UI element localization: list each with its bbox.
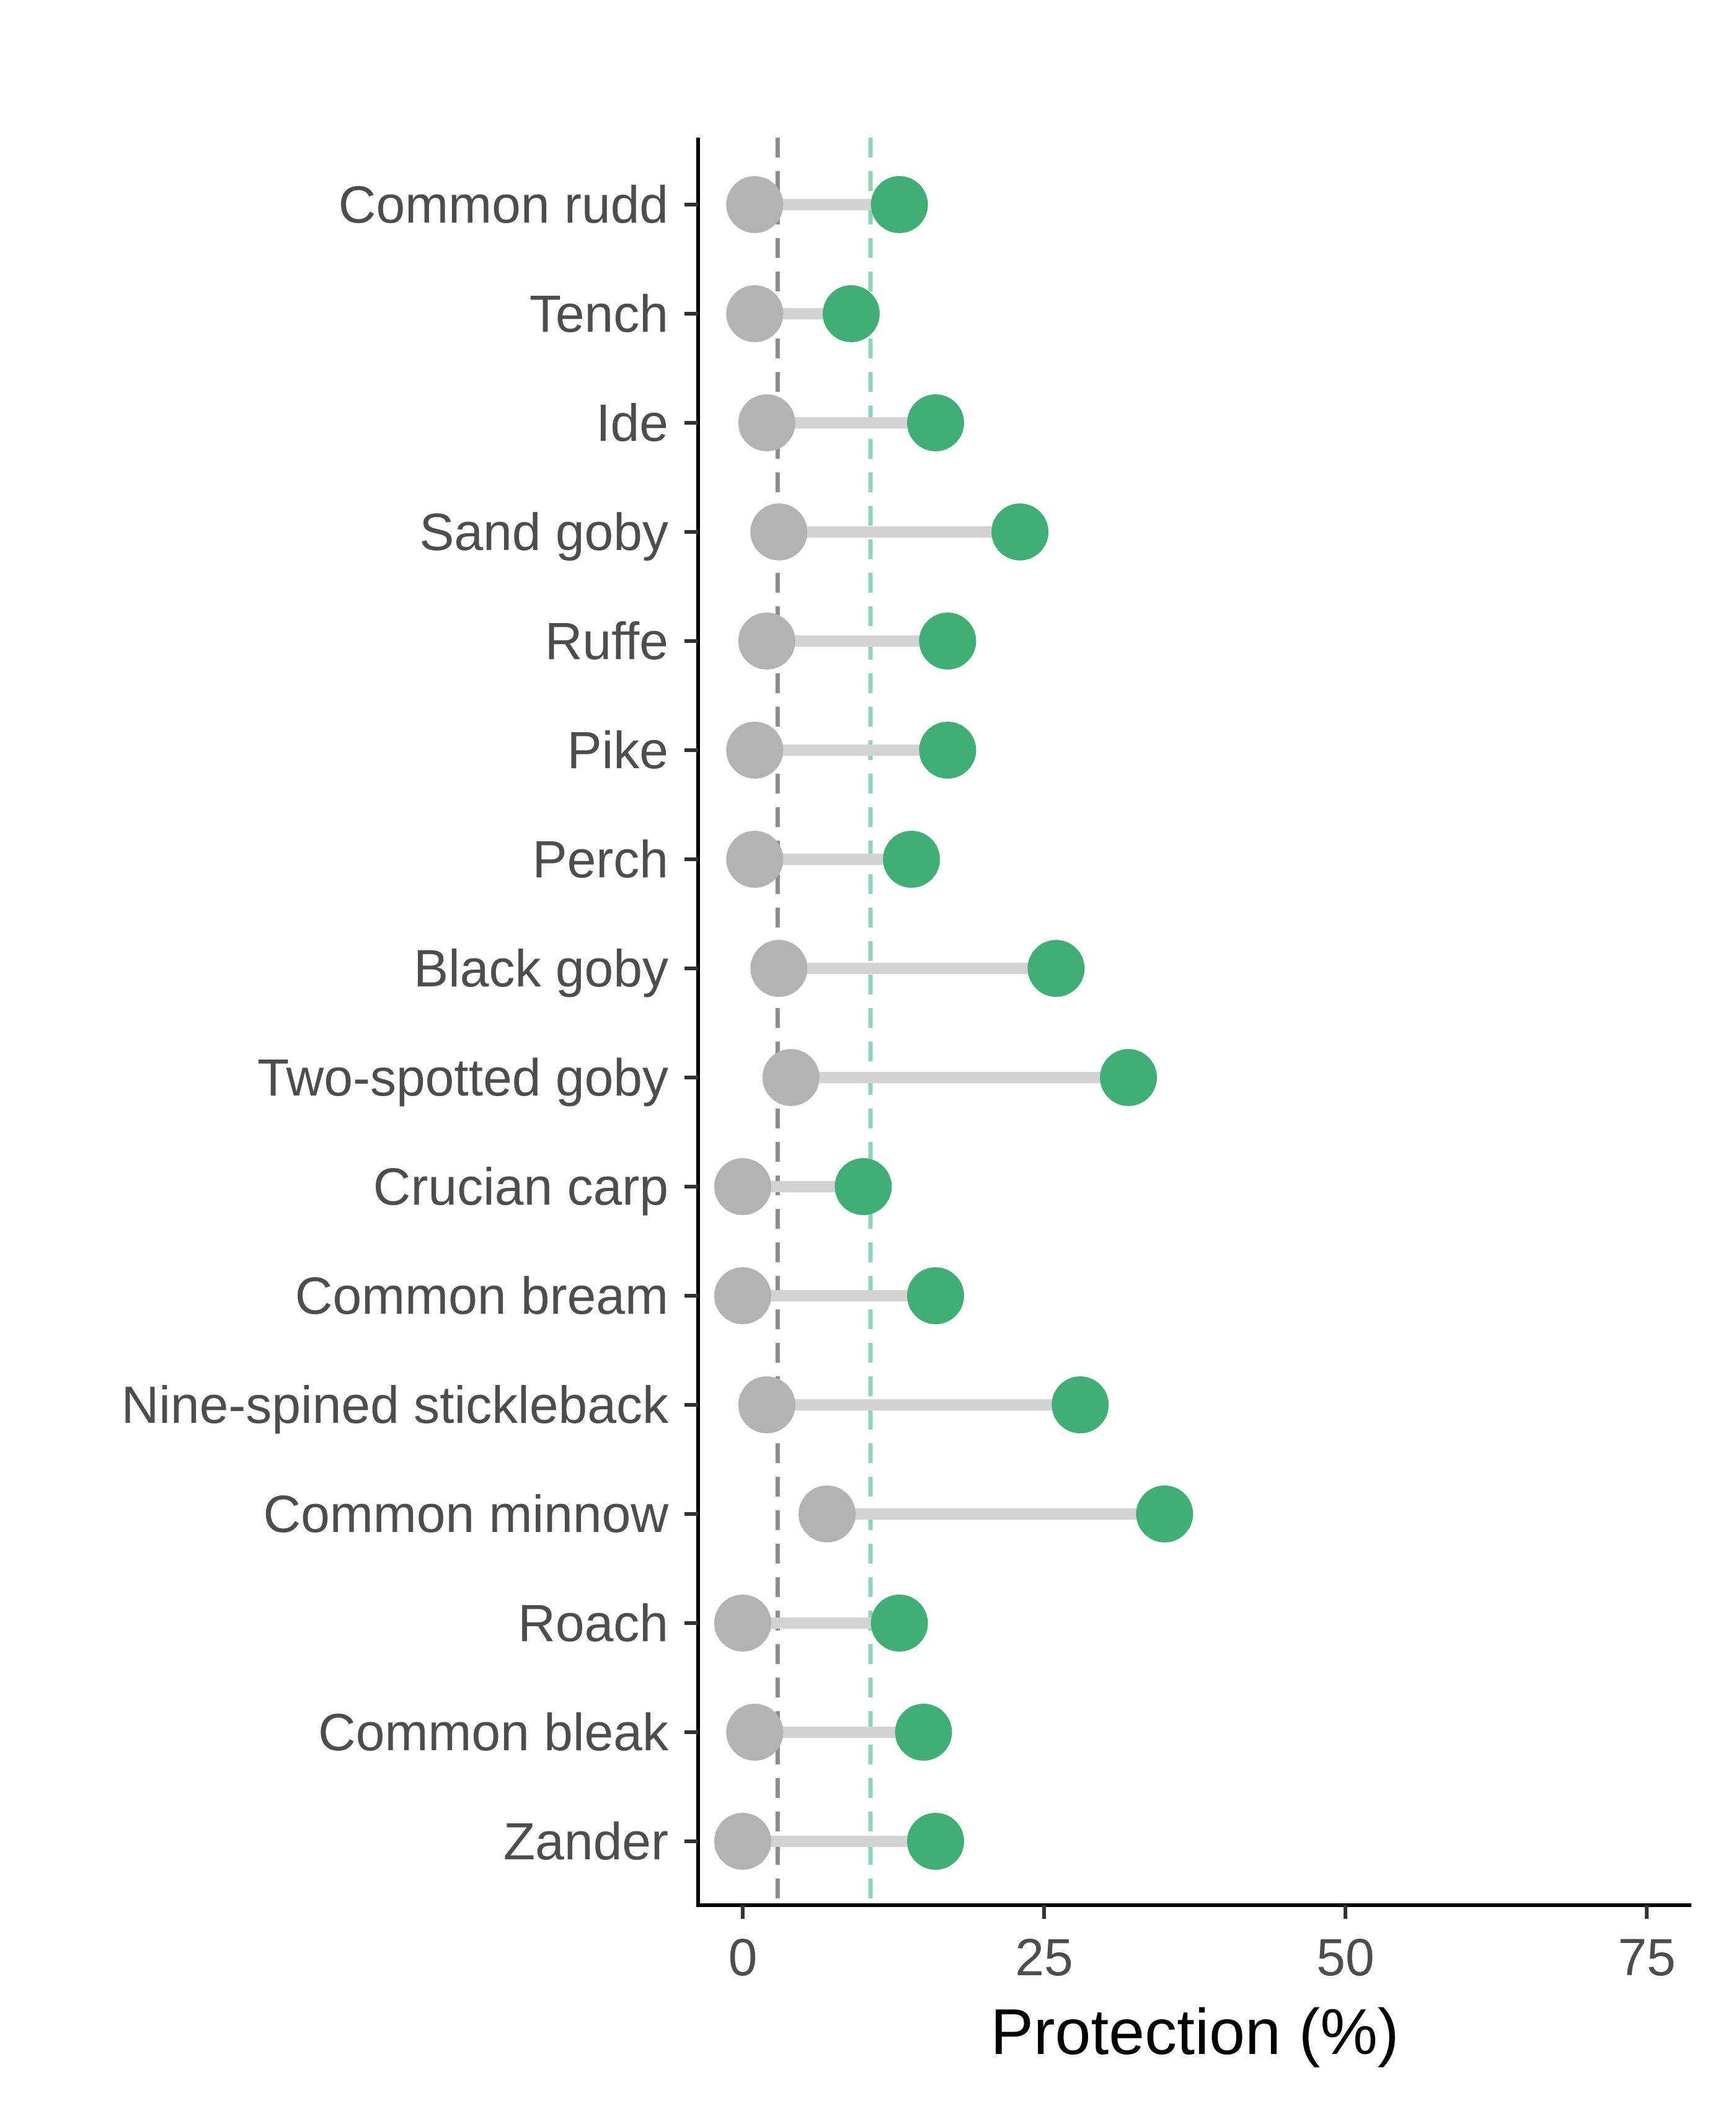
point-end-15 (895, 1704, 952, 1761)
y-tick-label: Common rudd (339, 175, 668, 234)
segments (742, 199, 1165, 1847)
point-start-15 (726, 1704, 784, 1761)
point-start-14 (714, 1595, 771, 1652)
y-tick-label: Two-spotted goby (257, 1048, 668, 1107)
point-start-10 (714, 1158, 771, 1215)
point-start-7 (726, 831, 784, 888)
x-tick-label: 75 (1618, 1928, 1675, 1986)
point-end-1 (870, 176, 928, 233)
point-end-10 (835, 1158, 892, 1215)
x-ticks: 0 25 50 75 (728, 1905, 1676, 1986)
points (714, 176, 1194, 1870)
point-end-7 (883, 831, 941, 888)
point-end-5 (919, 613, 976, 670)
point-end-9 (1100, 1049, 1158, 1106)
y-tick-label: Zander (503, 1812, 668, 1870)
y-tick-label: Sand goby (419, 503, 668, 561)
point-end-16 (907, 1813, 965, 1870)
point-end-6 (919, 722, 976, 779)
point-end-8 (1027, 940, 1085, 997)
y-tick-label: Nine-spined stickleback (122, 1376, 669, 1434)
axes (696, 138, 1691, 1907)
reference-lines (775, 138, 873, 1903)
y-ticks: Common rudd Tench Ide Sand goby Ruffe Pike Per… (122, 175, 698, 1870)
point-end-3 (907, 394, 965, 451)
point-end-12 (1052, 1376, 1109, 1433)
x-tick-label: 0 (728, 1928, 758, 1986)
point-start-3 (738, 394, 795, 451)
point-end-11 (907, 1267, 965, 1324)
point-end-13 (1136, 1485, 1194, 1542)
point-end-14 (870, 1595, 928, 1652)
x-tick-label: 50 (1316, 1928, 1374, 1986)
x-tick-label: 25 (1015, 1928, 1073, 1986)
y-tick-label: Black goby (414, 939, 668, 998)
point-start-5 (738, 613, 795, 670)
y-tick-label: Roach (518, 1594, 668, 1652)
point-end-4 (991, 503, 1049, 560)
y-tick-label: Ide (596, 394, 668, 452)
y-tick-label: Common minnow (263, 1485, 668, 1543)
x-axis-title: Protection (%) (991, 1996, 1399, 2068)
point-start-16 (714, 1813, 771, 1870)
point-start-2 (726, 285, 784, 342)
y-tick-label: Perch (533, 830, 668, 888)
y-tick-label: Ruffe (545, 612, 668, 670)
point-start-4 (750, 503, 808, 560)
y-tick-label: Pike (567, 721, 668, 779)
point-end-2 (822, 285, 880, 342)
y-tick-label: Common bream (295, 1267, 668, 1325)
point-start-13 (799, 1485, 856, 1542)
point-start-6 (726, 722, 784, 779)
point-start-12 (738, 1376, 795, 1433)
point-start-9 (762, 1049, 820, 1106)
point-start-11 (714, 1267, 771, 1324)
point-start-1 (726, 176, 784, 233)
point-start-8 (750, 940, 808, 997)
y-tick-label: Tench (529, 285, 668, 343)
y-tick-label: Crucian carp (373, 1157, 668, 1216)
y-tick-label: Common bleak (318, 1703, 669, 1761)
